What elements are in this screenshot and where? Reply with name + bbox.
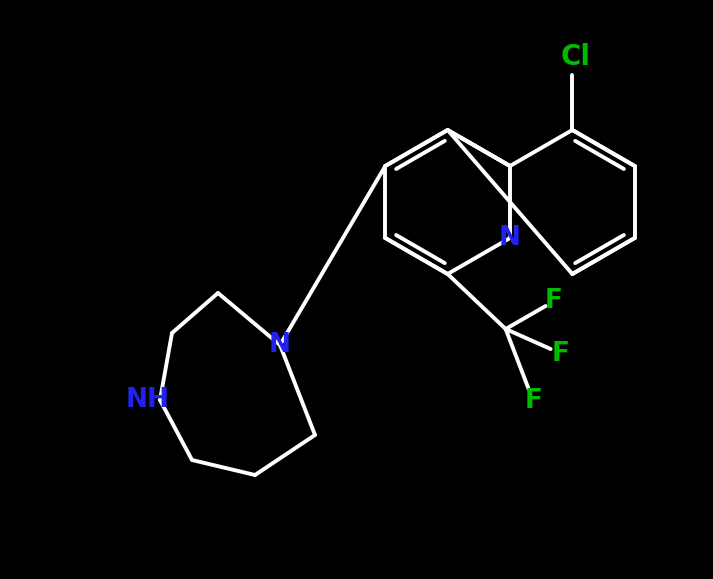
Text: F: F	[552, 341, 570, 367]
Text: F: F	[545, 288, 563, 314]
Text: N: N	[499, 225, 521, 251]
Text: NH: NH	[126, 387, 170, 413]
Text: F: F	[525, 388, 543, 414]
Text: N: N	[269, 332, 291, 358]
Text: Cl: Cl	[560, 43, 590, 71]
